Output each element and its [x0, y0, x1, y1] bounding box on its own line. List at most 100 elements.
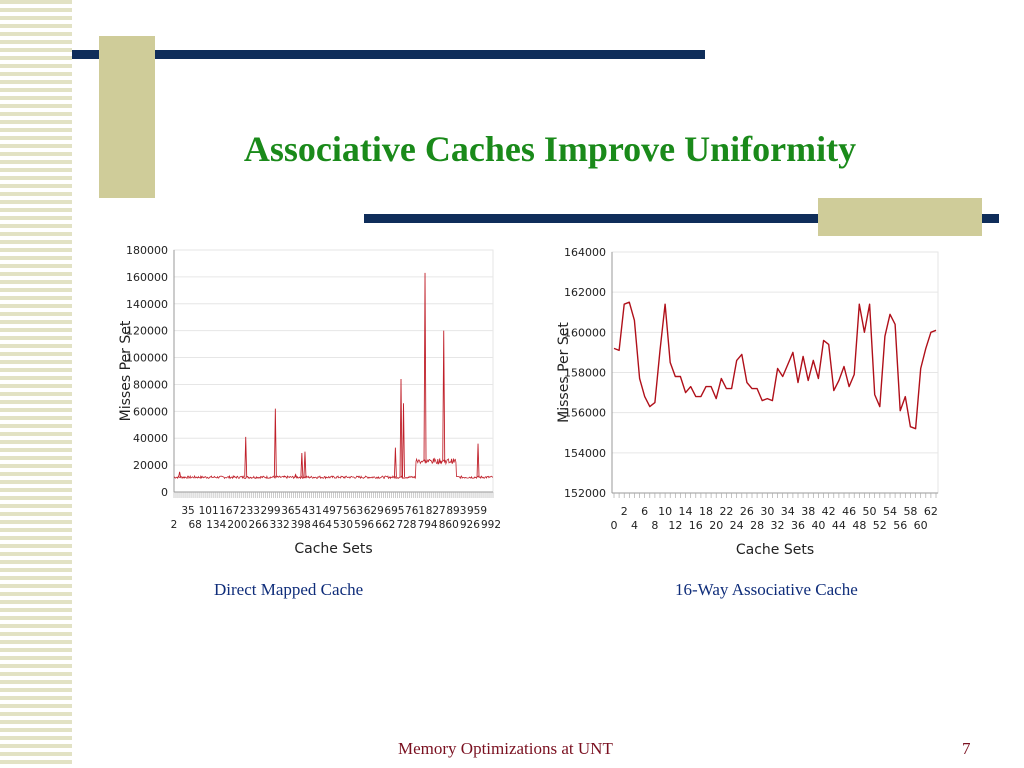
dm-xtick-label: 827 [426, 505, 446, 517]
dm-xtick-label: 299 [261, 505, 281, 517]
sa-xtick-label: 60 [914, 519, 928, 532]
sa-xtick-label: 10 [658, 505, 672, 518]
sa-ytick-label: 162000 [564, 286, 606, 299]
sa-y-axis-label: Misses Per Set [556, 322, 572, 423]
sa-xtick-label: 16 [689, 519, 703, 532]
dm-xtick-label: 761 [405, 505, 425, 517]
sa-xtick-label: 12 [668, 519, 682, 532]
sa-xtick-label: 6 [641, 505, 648, 518]
dm-spike [442, 330, 446, 462]
dm-xtick-label: 860 [439, 519, 459, 531]
dm-spike [423, 272, 427, 462]
dm-spike [294, 473, 298, 478]
dm-xtick-label: 728 [396, 519, 416, 531]
dm-xtick-label: 464 [312, 519, 332, 531]
dm-xtick-label: 926 [460, 519, 480, 531]
sa-xtick-label: 0 [611, 519, 618, 532]
sa-xtick-label: 18 [699, 505, 713, 518]
dm-x-axis-label: Cache Sets [294, 541, 372, 557]
dm-xtick-label: 794 [418, 519, 438, 531]
dm-xtick-label: 893 [446, 505, 466, 517]
dm-xtick-label: 200 [227, 519, 247, 531]
dm-xtick-label: 332 [270, 519, 290, 531]
sa-xtick-label: 50 [863, 505, 877, 518]
sa-xtick-label: 22 [719, 505, 733, 518]
dm-xtick-label: 563 [343, 505, 363, 517]
sa-xtick-label: 42 [822, 505, 836, 518]
dm-xtick-label: 35 [181, 505, 194, 517]
chart-caption-direct-mapped: Direct Mapped Cache [214, 580, 364, 599]
sa-xtick-label: 56 [893, 519, 907, 532]
dm-xtick-label: 497 [322, 505, 342, 517]
dm-xtick-label: 266 [249, 519, 269, 531]
dm-xtick-label: 2 [171, 519, 178, 531]
dm-ytick-label: 180000 [126, 244, 168, 257]
decorative-navy-bar-right [364, 214, 999, 223]
sa-ytick-label: 156000 [564, 407, 606, 420]
sa-ytick-label: 160000 [564, 326, 606, 339]
dm-plot-area [173, 249, 494, 493]
dm-spike [244, 436, 248, 478]
sa-xtick-label: 14 [679, 505, 693, 518]
dm-spike [303, 451, 307, 478]
dm-xtick-label: 68 [188, 519, 201, 531]
dm-xtick-label: 134 [206, 519, 226, 531]
associative-chart: 152000 154000 156000 158000 160000 162000 16 40… [556, 246, 939, 558]
dm-spike [399, 379, 403, 478]
dm-spike [273, 408, 277, 478]
decorative-navy-bar-top [72, 50, 705, 59]
dm-ytick-label: 80000 [133, 378, 168, 391]
sa-xtick-label: 44 [832, 519, 846, 532]
dm-xtick-label: 365 [281, 505, 301, 517]
dm-y-axis-label: Misses Per Set [118, 320, 134, 421]
sa-xtick-label: 32 [771, 519, 785, 532]
dm-xtick-label: 167 [219, 505, 239, 517]
dm-xtick-label: 629 [364, 505, 384, 517]
dm-xtick-label: 398 [291, 519, 311, 531]
sa-xtick-label: 40 [811, 519, 825, 532]
dm-ytick-label: 20000 [133, 459, 168, 472]
dm-xtick-label: 431 [302, 505, 322, 517]
dm-xtick-label: 959 [467, 505, 487, 517]
sa-xtick-label: 4 [631, 519, 638, 532]
chart-caption-associative: 16-Way Associative Cache [675, 580, 858, 599]
sa-xtick-label: 28 [750, 519, 764, 532]
dm-xtick-label: 596 [354, 519, 374, 531]
decorative-stripe-band [0, 0, 72, 768]
decorative-tan-block-right [818, 198, 982, 236]
sa-xtick-label: 8 [651, 519, 658, 532]
dm-xtick-label: 662 [375, 519, 395, 531]
footer-text: Memory Optimizations at UNT [398, 739, 613, 758]
sa-xtick-label: 24 [730, 519, 744, 532]
sa-xtick-label: 26 [740, 505, 754, 518]
sa-ytick-label: 154000 [564, 447, 606, 460]
sa-xtick-label: 58 [903, 505, 917, 518]
sa-xtick-label: 34 [781, 505, 795, 518]
sa-xtick-label: 38 [801, 505, 815, 518]
sa-xtick-label: 2 [621, 505, 628, 518]
dm-spike [300, 452, 304, 478]
dm-ytick-label: 160000 [126, 271, 168, 284]
sa-xtick-label: 30 [760, 505, 774, 518]
dm-ytick-label: 60000 [133, 405, 168, 418]
sa-xtick-label: 20 [709, 519, 723, 532]
slide-title: Associative Caches Improve Uniformity [243, 129, 857, 169]
dm-ytick-label: 0 [161, 486, 168, 499]
dm-spike [402, 403, 405, 478]
dm-ytick-label: 40000 [133, 432, 168, 445]
dm-ytick-label: 140000 [126, 298, 168, 311]
page-number: 7 [962, 739, 971, 758]
dm-spike [393, 447, 397, 478]
sa-xtick-label: 62 [924, 505, 938, 518]
sa-ytick-label: 158000 [564, 367, 606, 380]
sa-series-line [613, 301, 937, 430]
sa-xtick-label: 52 [873, 519, 887, 532]
decorative-tan-block-top [99, 36, 155, 198]
sa-xtick-label: 36 [791, 519, 805, 532]
dm-xtick-label: 992 [481, 519, 501, 531]
dm-spike [178, 471, 182, 478]
sa-ytick-label: 152000 [564, 487, 606, 500]
sa-xtick-label: 48 [852, 519, 866, 532]
dm-ytick-label: 100000 [126, 352, 168, 365]
dm-ytick-label: 120000 [126, 325, 168, 338]
